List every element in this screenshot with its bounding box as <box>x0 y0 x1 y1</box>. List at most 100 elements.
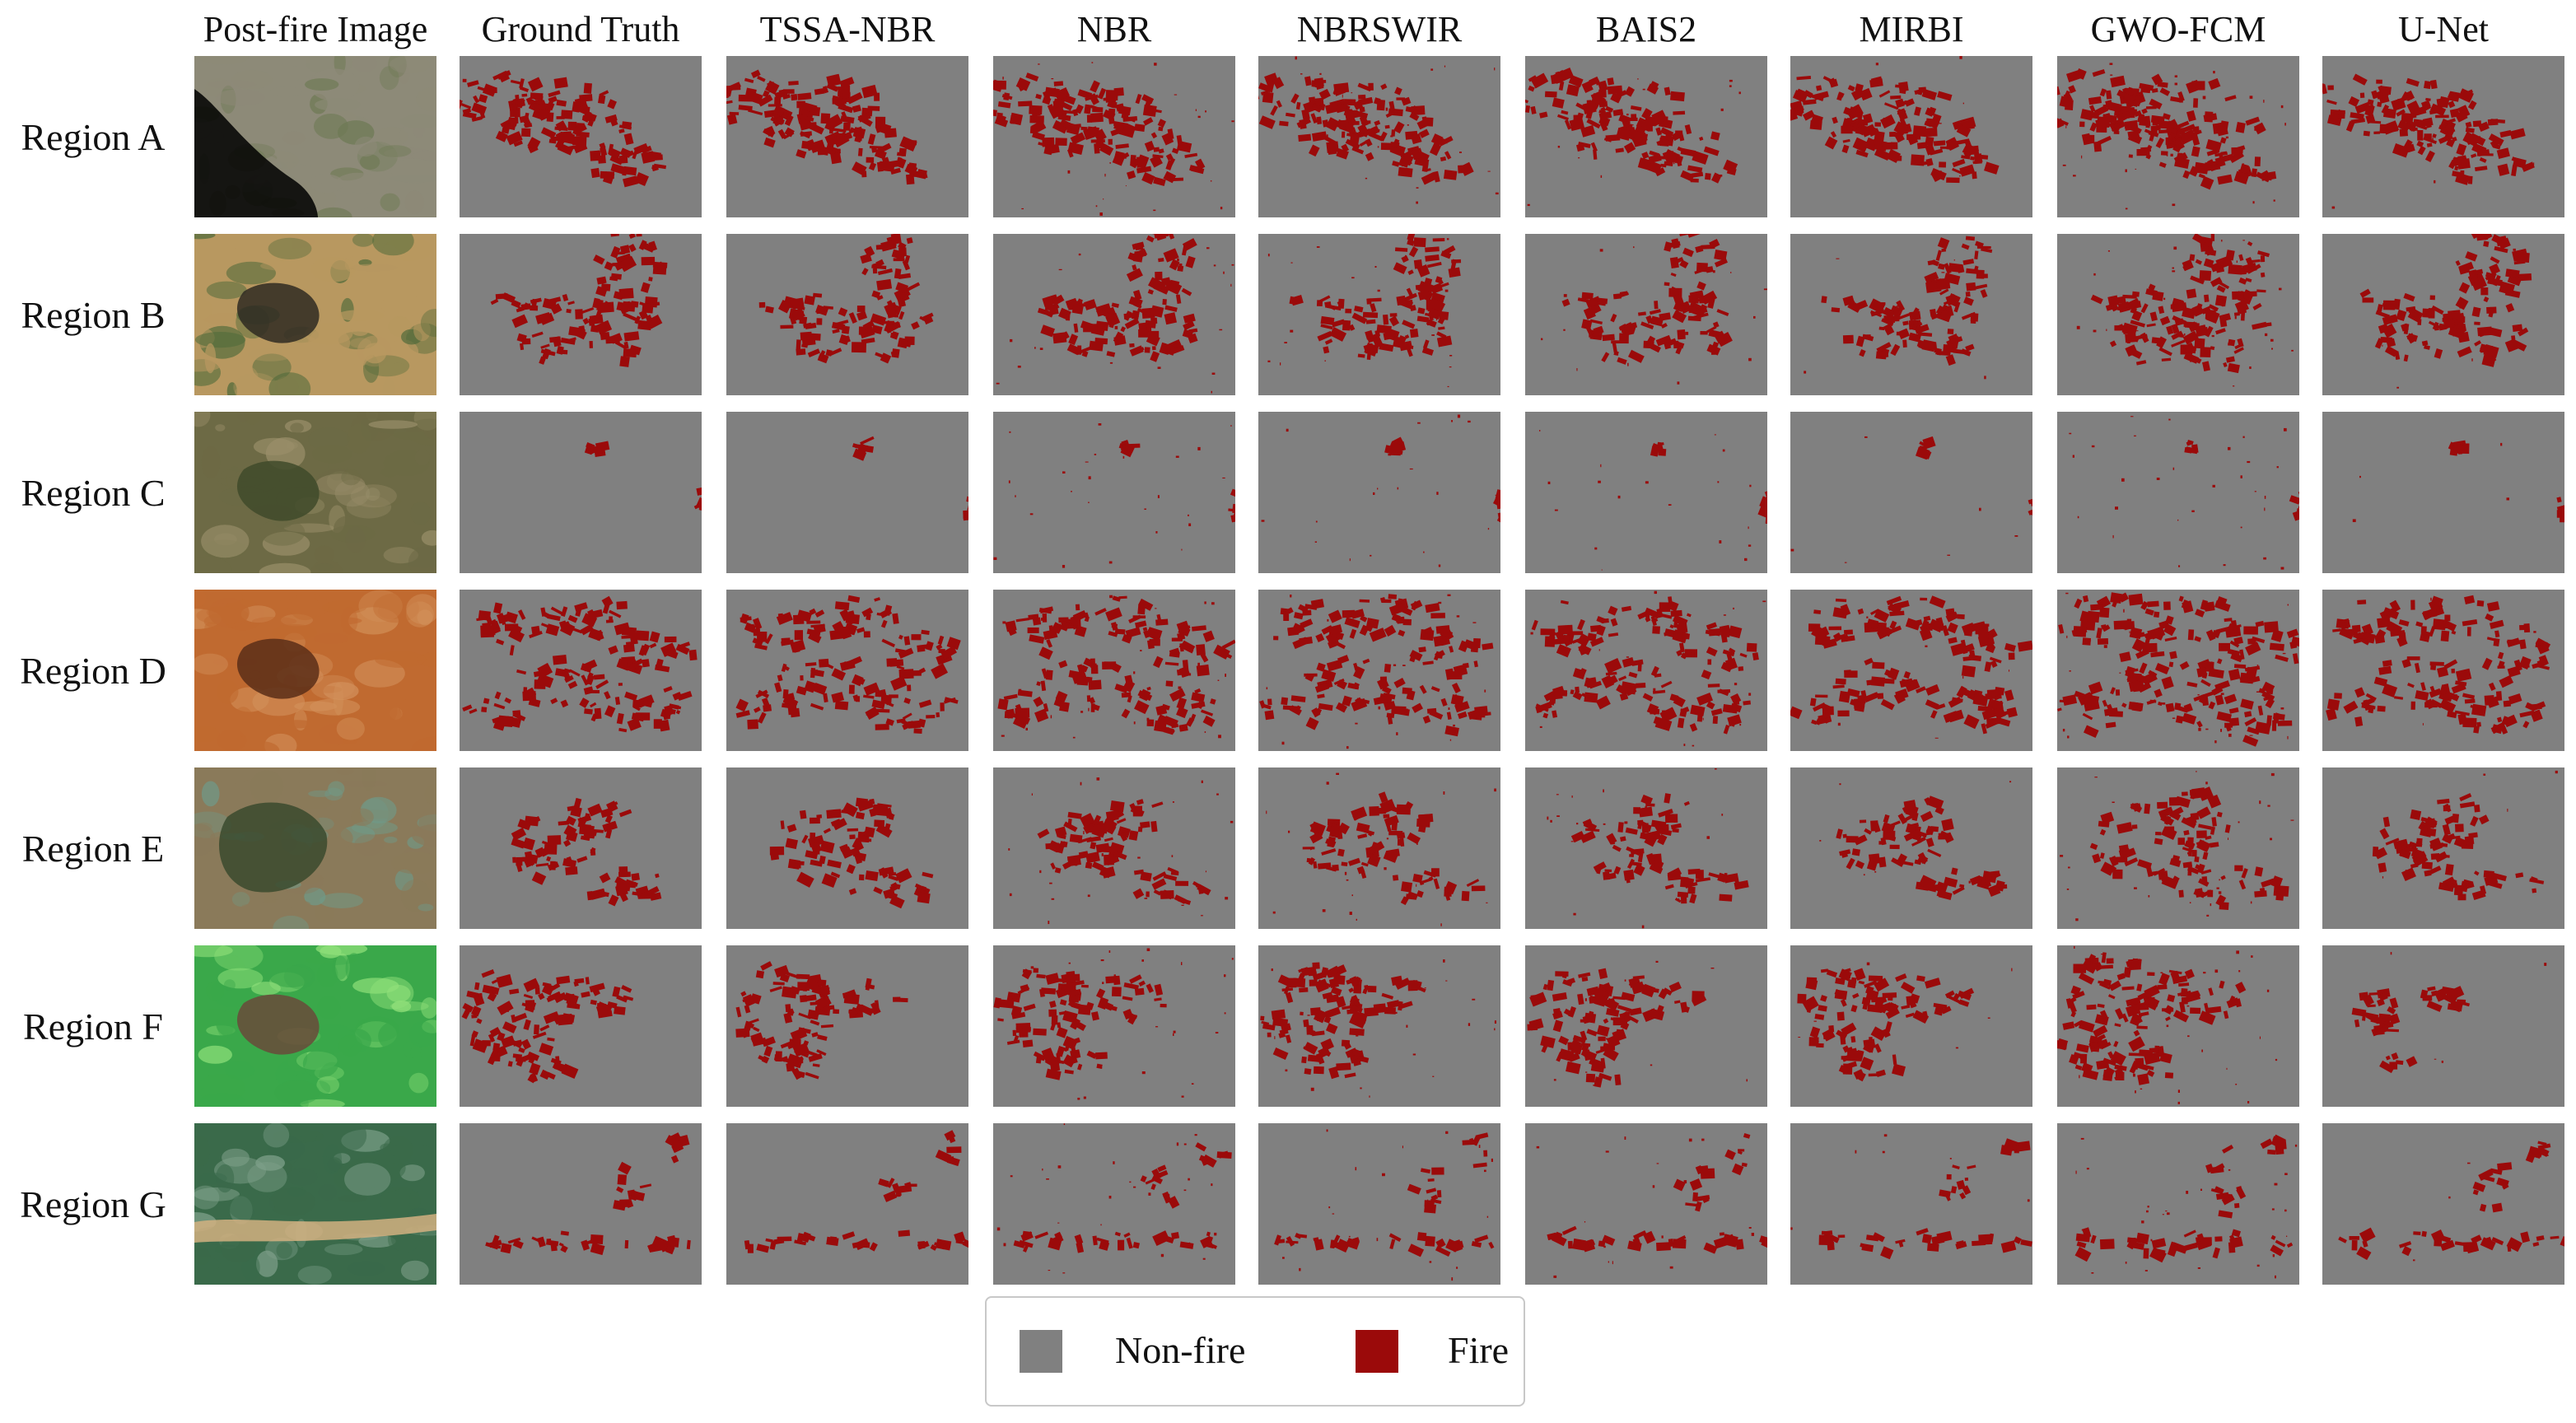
fire-speckle <box>1598 649 1600 651</box>
fire-patch <box>2107 295 2120 307</box>
fire-patch <box>729 111 740 115</box>
fire-speckle <box>2135 168 2137 170</box>
fire-patch <box>801 834 809 844</box>
fire-patch <box>2398 146 2409 156</box>
photo-texture <box>269 86 302 97</box>
fire-patch <box>2247 726 2261 735</box>
fire-speckle <box>1654 590 1657 595</box>
fire-patch <box>2208 77 2221 91</box>
fire-patch <box>2092 68 2106 77</box>
fire-patch <box>1458 640 1469 652</box>
fire-patch <box>1113 123 1124 132</box>
fire-patch <box>2205 629 2216 642</box>
fire-patch <box>1429 142 1442 156</box>
fire-patch <box>2170 96 2182 103</box>
fire-patch <box>477 86 488 92</box>
fire-patch <box>906 282 921 292</box>
fire-patch <box>1897 328 1911 339</box>
fire-patch <box>2465 127 2475 133</box>
fire-speckle <box>2213 71 2215 74</box>
fire-patch <box>1945 611 1959 623</box>
fire-patch <box>1410 600 1423 610</box>
fire-patch <box>832 818 847 831</box>
fire-patch <box>1964 625 1973 637</box>
fire-patch <box>653 163 667 170</box>
fire-patch <box>2513 157 2527 169</box>
fire-patch <box>469 708 478 714</box>
fire-patch <box>1337 655 1350 665</box>
fire-patch <box>1961 665 1976 678</box>
fire-patch <box>1358 128 1372 138</box>
fire-patch <box>1874 609 1890 623</box>
photo-texture <box>314 686 343 693</box>
fire-patch <box>2004 689 2014 702</box>
fire-patch <box>796 609 812 623</box>
fire-speckle <box>1599 249 1603 252</box>
fire-speckle <box>1326 134 1328 138</box>
fire-patch <box>1150 317 1158 324</box>
fire-patch <box>2170 304 2179 310</box>
fire-patch <box>814 87 825 96</box>
fire-speckle <box>1316 246 1320 248</box>
fire-patch <box>1938 890 1953 900</box>
fire-patch <box>2209 842 2219 848</box>
fire-speckle <box>1597 301 1599 303</box>
fire-patch <box>1039 606 1054 614</box>
fire-patch <box>1640 321 1654 329</box>
fire-patch <box>1151 801 1164 809</box>
fire-speckle <box>1641 925 1645 929</box>
fire-speckle <box>2072 455 2074 458</box>
fire-patch <box>2082 712 2093 721</box>
fire-patch <box>1391 129 1396 137</box>
fire-patch <box>1025 72 1039 82</box>
fire-patch <box>2169 858 2182 868</box>
fire-patch <box>584 106 590 114</box>
fire-speckle <box>1290 329 1294 333</box>
fire-patch <box>1683 800 1690 806</box>
photo-texture <box>279 720 315 729</box>
fire-patch <box>836 133 845 141</box>
segmentation-mask <box>1790 436 2032 563</box>
fire-speckle <box>1123 157 1127 159</box>
fire-patch <box>2393 696 2404 700</box>
fire-patch <box>1896 300 1906 311</box>
fire-patch <box>2529 878 2545 884</box>
fire-patch <box>2144 608 2154 616</box>
fire-patch <box>1664 884 1674 890</box>
fire-patch <box>1631 114 1637 119</box>
fire-patch <box>2298 489 2299 497</box>
fire-patch <box>1402 882 1409 890</box>
fire-patch <box>1724 873 1739 884</box>
fire-speckle <box>2211 334 2214 338</box>
fire-patch <box>2157 801 2168 809</box>
fire-patch <box>1583 820 1598 832</box>
fire-patch <box>2404 870 2415 879</box>
fire-patch <box>1734 879 1749 890</box>
fire-patch <box>1925 118 1939 125</box>
fire-patch <box>2200 679 2211 688</box>
fire-patch <box>2255 620 2265 628</box>
fire-patch <box>688 649 698 661</box>
fire-patch <box>1917 851 1928 865</box>
fire-patch <box>1619 291 1628 296</box>
fire-patch <box>511 827 527 841</box>
fire-patch <box>1076 664 1085 676</box>
fire-patch <box>1876 342 1892 353</box>
fire-patch <box>2148 283 2156 292</box>
fire-patch <box>1321 669 1337 682</box>
fire-patch <box>2203 258 2214 268</box>
fire-patch <box>1966 282 1976 292</box>
fire-speckle <box>1614 620 1617 623</box>
fire-patch <box>1893 600 1910 610</box>
fire-speckle <box>1062 471 1066 474</box>
fire-patch <box>1136 799 1144 805</box>
fire-speckle <box>1642 88 1645 91</box>
fire-speckle <box>2067 735 2070 739</box>
photo-texture <box>408 545 436 573</box>
fire-patch <box>1150 132 1158 139</box>
fire-speckle <box>2119 672 2121 674</box>
fire-patch <box>1048 305 1059 315</box>
fire-patch <box>1194 688 1202 694</box>
fire-speckle <box>2250 901 2252 904</box>
fire-patch <box>2442 876 2455 886</box>
